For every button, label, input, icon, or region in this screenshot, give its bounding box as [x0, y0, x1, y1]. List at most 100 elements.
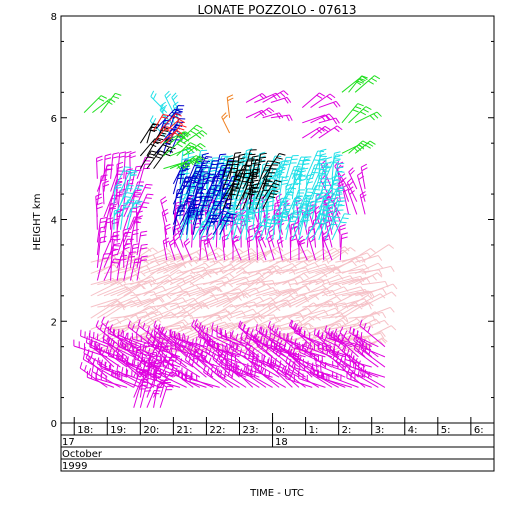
- wind-barb: [245, 366, 273, 388]
- wind-barb: [183, 304, 210, 319]
- wind-barb: [310, 113, 334, 124]
- wind-barb: [325, 342, 353, 358]
- wind-barb: [96, 236, 107, 268]
- y-tick-label: 2: [51, 317, 57, 328]
- wind-barb: [196, 261, 224, 274]
- wind-barb: [95, 372, 128, 388]
- wind-barb: [255, 306, 281, 319]
- x-tick-label: 4:: [408, 425, 418, 436]
- wind-barb: [242, 303, 271, 310]
- wind-barb: [285, 154, 299, 179]
- wind-barb: [176, 319, 203, 330]
- wind-barb: [361, 306, 395, 319]
- x-tick-label: 5:: [441, 425, 451, 436]
- wind-barb: [348, 106, 372, 124]
- wind-barb: [255, 299, 292, 308]
- wind-barb: [184, 353, 207, 378]
- wind-barb: [203, 365, 227, 388]
- wind-barb: [361, 319, 389, 330]
- x-tick-label: 19:: [110, 425, 126, 436]
- wind-barb: [317, 370, 353, 388]
- wind-barb: [136, 247, 172, 263]
- wind-barb: [159, 345, 170, 368]
- wind-barb: [159, 379, 172, 398]
- wind-barb: [347, 186, 358, 215]
- wind-barb: [226, 94, 234, 118]
- wind-barb: [298, 372, 326, 388]
- y-tick-label: 4: [51, 216, 57, 227]
- wind-barb: [113, 192, 133, 218]
- wind-barb: [339, 224, 346, 248]
- wind-barb: [110, 230, 120, 256]
- wind-barb: [221, 234, 229, 261]
- wind-barb: [354, 272, 383, 286]
- wind-barb: [318, 148, 327, 179]
- wind-barb: [150, 305, 186, 319]
- wind-barb: [181, 333, 214, 358]
- wind-barb: [79, 361, 108, 388]
- wind-barb: [202, 282, 234, 297]
- wind-barb: [103, 286, 132, 297]
- wind-barb: [346, 177, 358, 202]
- x-tick-label: 3:: [375, 425, 385, 436]
- wind-barb: [331, 151, 341, 179]
- wind-barb: [311, 363, 339, 378]
- wind-barb: [82, 352, 115, 378]
- x-tick-label: 21:: [176, 425, 192, 436]
- wind-barb: [120, 169, 137, 192]
- wind-barb: [315, 296, 342, 308]
- wind-barb: [201, 325, 234, 348]
- wind-barb: [219, 213, 237, 235]
- wind-barb: [89, 340, 121, 358]
- wind-barb: [359, 319, 386, 348]
- wind-barb: [188, 351, 214, 378]
- wind-barb: [183, 143, 206, 157]
- wind-barb: [354, 140, 376, 154]
- wind-barb: [182, 155, 205, 170]
- barbs-layer: [73, 75, 398, 408]
- date-row-month: October: [62, 449, 103, 460]
- wind-barb: [262, 153, 286, 180]
- wind-barb: [192, 156, 213, 185]
- date-row-day-start: 17: [62, 437, 75, 448]
- wind-barb: [146, 372, 163, 398]
- wind-barb: [176, 124, 203, 144]
- wind-barb: [315, 357, 346, 378]
- wind-barb: [354, 262, 383, 274]
- wind-barb: [133, 369, 148, 388]
- wind-barb: [235, 153, 246, 179]
- wind-barb: [166, 119, 186, 131]
- wind-barb: [313, 328, 339, 348]
- wind-barb: [196, 310, 233, 319]
- wind-barb: [192, 166, 210, 195]
- wind-barb: [222, 248, 257, 263]
- wind-barb: [221, 112, 231, 134]
- wind-barb: [189, 295, 219, 308]
- wind-barb: [314, 353, 339, 368]
- wind-barb: [159, 113, 182, 131]
- wind-barb: [308, 300, 336, 308]
- wind-barb: [255, 152, 267, 179]
- wind-barb: [249, 287, 278, 297]
- wind-barb: [361, 325, 397, 342]
- wind-barb: [341, 303, 372, 310]
- wind-barb: [169, 297, 199, 308]
- wind-barb: [110, 296, 141, 308]
- wind-barb: [301, 92, 326, 108]
- wind-barb: [339, 326, 366, 358]
- date-row-year: 1999: [62, 461, 87, 472]
- wind-barb: [318, 100, 341, 109]
- wind-barb: [136, 255, 148, 281]
- wind-barb: [361, 244, 395, 263]
- wind-barb: [361, 291, 397, 308]
- wind-barb: [100, 92, 122, 113]
- wind-barb: [278, 156, 293, 179]
- wind-barb: [331, 371, 359, 388]
- wind-barb: [262, 179, 282, 200]
- wind-barb: [282, 272, 309, 286]
- wind-barb: [86, 370, 115, 388]
- wind-barb: [176, 273, 205, 286]
- wind-barb: [112, 370, 141, 388]
- wind-barb: [133, 346, 144, 368]
- wind-barb: [159, 356, 178, 378]
